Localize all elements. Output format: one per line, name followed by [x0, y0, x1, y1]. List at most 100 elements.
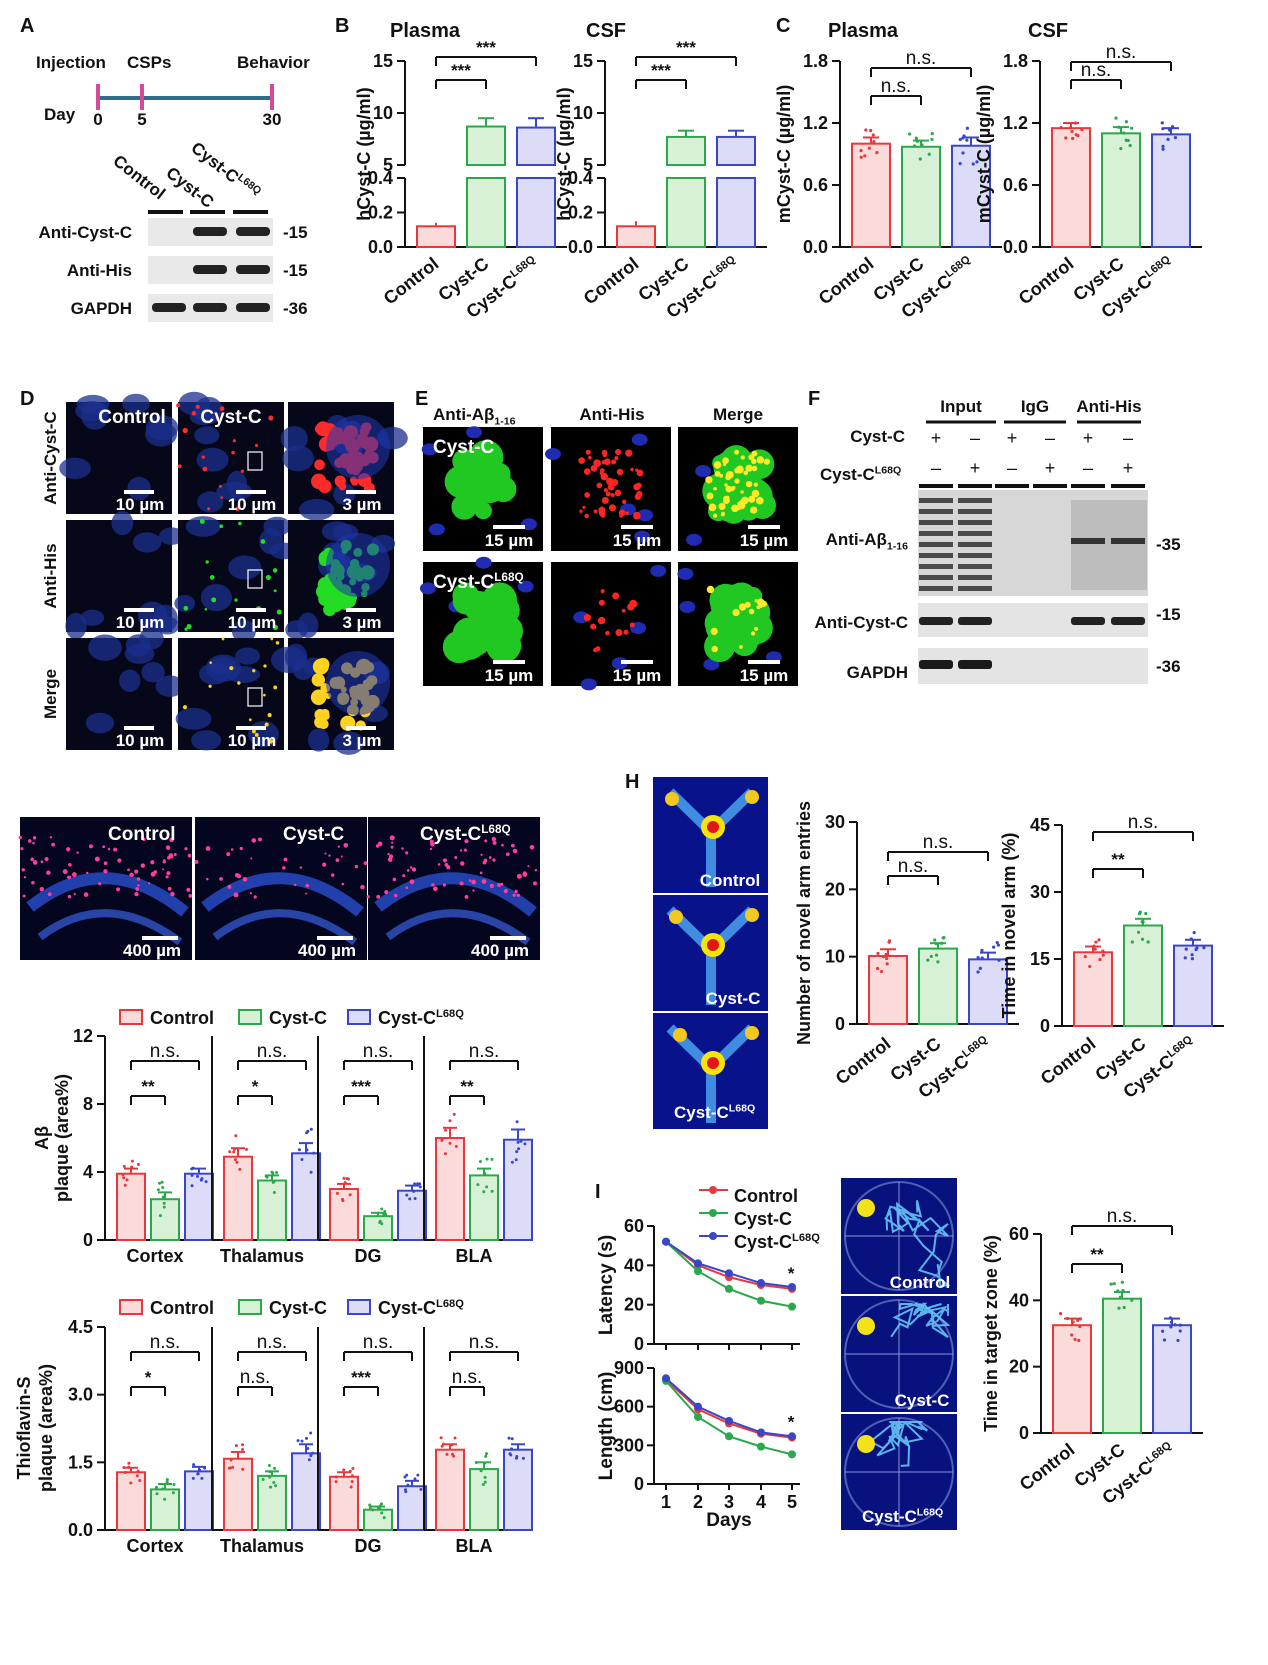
signal-spot — [616, 468, 624, 476]
signal-spot — [205, 560, 209, 564]
signal-spot — [605, 491, 611, 497]
group-label: Anti-His — [1076, 397, 1141, 416]
group-label: DG — [355, 1246, 382, 1266]
plaque — [463, 848, 467, 852]
data-point — [912, 144, 917, 148]
data-point — [383, 1209, 387, 1213]
y-tick-label: 15 — [373, 51, 393, 71]
signal-spot — [710, 627, 718, 636]
y-tick-label: 0.4 — [368, 168, 393, 188]
chart-title: Plasma — [828, 20, 899, 42]
plaque — [384, 890, 389, 895]
data-point — [235, 1160, 239, 1164]
plaque — [340, 855, 343, 858]
data-point — [342, 1176, 346, 1180]
nucleus — [333, 731, 365, 755]
data-point — [476, 1183, 480, 1187]
bar — [466, 125, 506, 166]
bar — [416, 225, 456, 249]
significance-label: *** — [651, 61, 671, 80]
data-point — [335, 1191, 339, 1195]
data-point — [1126, 138, 1130, 143]
y-tick-label: 1.2 — [803, 113, 828, 133]
nucleus — [634, 530, 651, 543]
signal-spot — [748, 495, 756, 503]
y-tick-label: 0.0 — [568, 237, 593, 257]
plaque — [366, 895, 370, 899]
data-point — [1130, 126, 1134, 130]
signal-spot — [351, 478, 359, 486]
x-tick-label: 2 — [693, 1492, 703, 1512]
data-point — [1166, 137, 1170, 141]
data-point — [1168, 128, 1172, 132]
y-axis-label: Time in target zone (%) — [981, 1235, 1001, 1432]
signal-spot — [235, 506, 240, 511]
nucleus — [428, 523, 445, 536]
plaque — [116, 887, 121, 892]
signal-spot — [756, 605, 761, 610]
data-point — [161, 1195, 165, 1199]
blot-row-label: Anti-Cyst-C — [815, 613, 909, 632]
data-point — [1070, 129, 1074, 134]
plaque — [20, 847, 24, 851]
plaque — [294, 883, 297, 887]
y-tick-label: 300 — [614, 1435, 644, 1455]
x-axis-label: Days — [706, 1510, 751, 1531]
data-point — [305, 1436, 309, 1440]
heatmap-label: Control — [700, 871, 760, 890]
plaque — [242, 876, 248, 882]
plaque — [430, 841, 435, 847]
y-tick-label: 1.5 — [68, 1452, 93, 1472]
plaque — [512, 848, 518, 854]
signal-spot — [596, 482, 603, 489]
nucleus — [122, 393, 150, 414]
significance-label: *** — [676, 38, 696, 57]
data-point — [162, 1205, 166, 1209]
signal-spot — [310, 689, 327, 706]
data-point — [1059, 126, 1063, 130]
y-axis-label: plaque (area%) — [52, 1074, 72, 1202]
panel-letter: I — [595, 1181, 601, 1203]
signal-spot — [724, 483, 728, 487]
signal-spot — [219, 406, 225, 411]
signal-spot — [708, 503, 717, 512]
signal-spot — [240, 469, 244, 473]
data-point — [368, 1506, 372, 1510]
y-tick-label: 0 — [83, 1230, 93, 1250]
data-point — [200, 1476, 204, 1480]
data-point — [490, 1157, 494, 1161]
plaque — [135, 887, 140, 891]
nucleus — [282, 445, 314, 472]
bar — [116, 1172, 146, 1241]
plaque — [103, 861, 108, 866]
signal-spot — [215, 416, 220, 421]
significance-label: ** — [1090, 1245, 1104, 1264]
data-point — [1202, 946, 1206, 950]
nucleus — [280, 426, 308, 452]
plaque — [129, 872, 134, 878]
bar — [466, 177, 506, 248]
scale-label: 10 µm — [116, 495, 165, 514]
y-axis-label: hCyst-C (µg/ml) — [554, 87, 574, 220]
bar — [223, 1457, 253, 1532]
signal-spot — [748, 608, 755, 615]
signal-spot — [254, 443, 259, 447]
data-point — [478, 1160, 482, 1164]
bar — [851, 142, 891, 249]
data-point — [930, 137, 934, 141]
plaque — [299, 866, 303, 869]
signal-spot — [737, 501, 742, 506]
scale-label: 15 µm — [740, 531, 789, 550]
blot-band — [919, 564, 953, 569]
panel-letter: F — [808, 388, 820, 410]
plaque — [249, 892, 253, 895]
data-point — [346, 1177, 350, 1181]
data-point — [138, 1479, 142, 1483]
signal-spot — [183, 605, 189, 611]
data-point — [158, 1181, 162, 1185]
blot-band — [919, 553, 953, 558]
data-point — [930, 132, 934, 136]
signal-spot — [608, 504, 617, 512]
data-point — [378, 1219, 382, 1223]
hotspot — [665, 792, 679, 806]
